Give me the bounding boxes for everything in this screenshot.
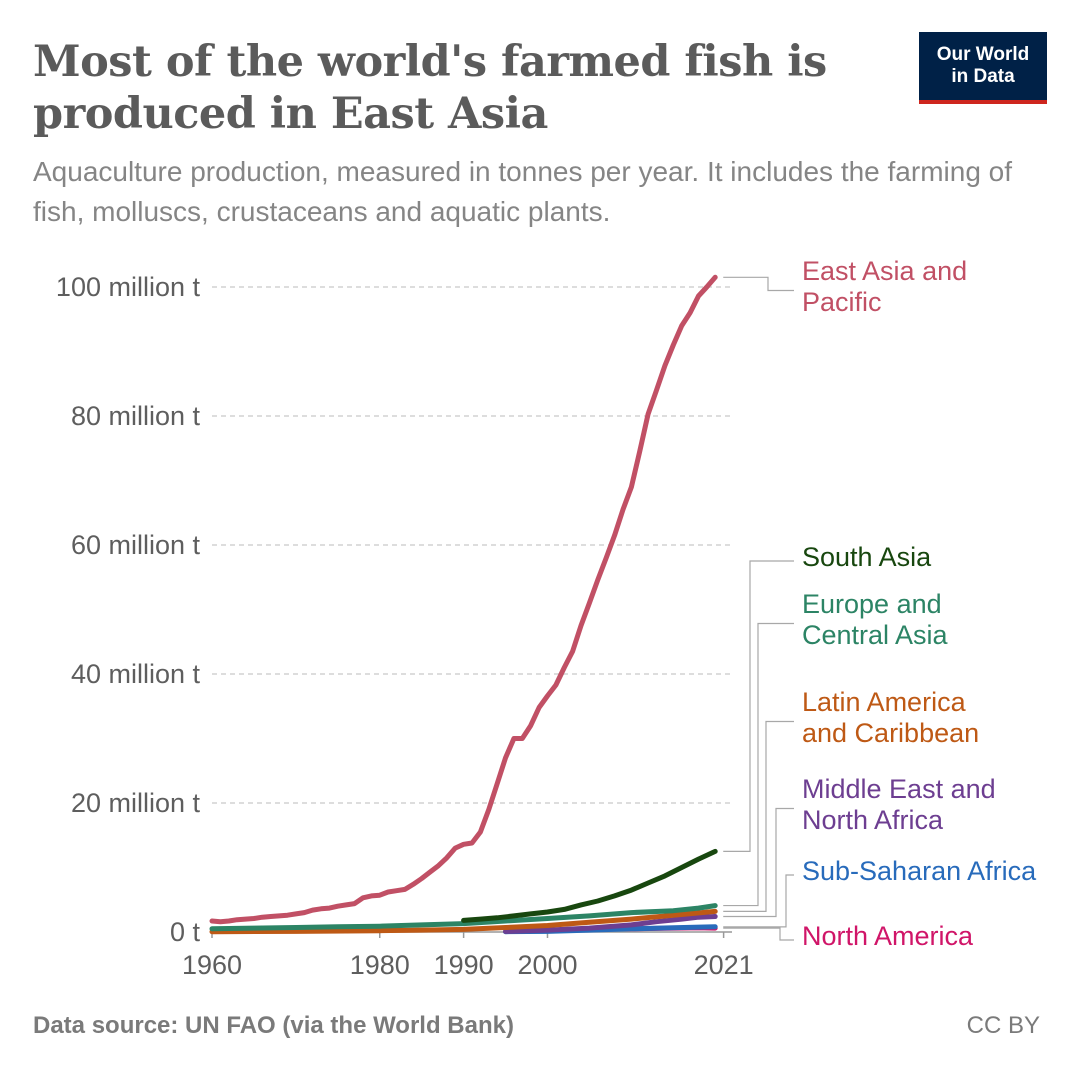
series-label-line: Sub-Saharan Africa	[802, 856, 1037, 886]
series-label-line: and Caribbean	[802, 718, 979, 748]
y-tick-label: 60 million t	[71, 530, 201, 560]
series-line	[209, 903, 718, 932]
series-label: Middle East and North Africa	[802, 774, 996, 835]
series-label: Latin America and Caribbean	[802, 687, 979, 748]
series-lines	[209, 274, 718, 935]
y-tick-label: 20 million t	[71, 788, 201, 818]
y-tick-label: 100 million t	[56, 272, 201, 302]
x-tick-label: 1980	[350, 950, 410, 980]
y-tick-label: 0 t	[170, 917, 201, 947]
series-line	[209, 908, 718, 935]
label-connector	[723, 927, 794, 941]
chart-subtitle: Aquaculture production, measured in tonn…	[33, 156, 1013, 227]
series-label-line: North America	[802, 921, 974, 951]
logo-line-1: Our World	[936, 44, 1030, 65]
series-line	[503, 914, 718, 934]
series-line	[461, 848, 718, 923]
logo-line-2: in Data	[951, 66, 1015, 87]
x-axis: 1960 1980 1990 2000 2021	[182, 931, 754, 980]
series-label-line: Middle East and	[802, 774, 996, 804]
series-label-line: Latin America	[802, 687, 967, 717]
label-connector	[723, 720, 794, 912]
x-tick-label: 2021	[694, 950, 754, 980]
label-connector	[723, 560, 794, 852]
label-connector	[723, 276, 794, 292]
series-label-line: East Asia and	[802, 256, 967, 286]
x-tick-label: 1990	[434, 950, 494, 980]
series-label: Europe and Central Asia	[802, 589, 949, 650]
label-connector	[723, 622, 794, 907]
owid-logo[interactable]: Our World in Data	[919, 32, 1047, 104]
x-tick-label: 1960	[182, 950, 242, 980]
label-connector	[723, 807, 794, 918]
series-label-line: South Asia	[802, 542, 932, 572]
series-label-line: Pacific	[802, 287, 882, 317]
data-source[interactable]: Data source: UN FAO (via the World Bank)	[33, 1012, 514, 1039]
series-labels: East Asia and Pacific South Asia Europe and…	[723, 256, 1037, 951]
series-label-line: Central Asia	[802, 620, 949, 650]
label-connector	[723, 874, 794, 928]
y-axis: 0 t 20 million t 40 million t 60 million t 8…	[56, 272, 201, 947]
series-line	[209, 274, 718, 925]
series-label: Sub-Saharan Africa	[802, 856, 1037, 886]
y-tick-label: 40 million t	[71, 659, 201, 689]
chart-title: Most of the world's farmed fish is produ…	[33, 37, 827, 139]
y-tick-label: 80 million t	[71, 401, 201, 431]
x-tick-label: 2000	[517, 950, 577, 980]
series-label-line: North Africa	[802, 805, 944, 835]
gridlines	[212, 286, 732, 804]
series-label: South Asia	[802, 542, 932, 572]
series-label: East Asia and Pacific	[802, 256, 967, 317]
series-label-line: Europe and	[802, 589, 942, 619]
line-chart: 0 t 20 million t 40 million t 60 million t 8…	[56, 256, 1037, 980]
license-link[interactable]: CC BY	[966, 1012, 1040, 1039]
series-label: North America	[802, 921, 974, 951]
